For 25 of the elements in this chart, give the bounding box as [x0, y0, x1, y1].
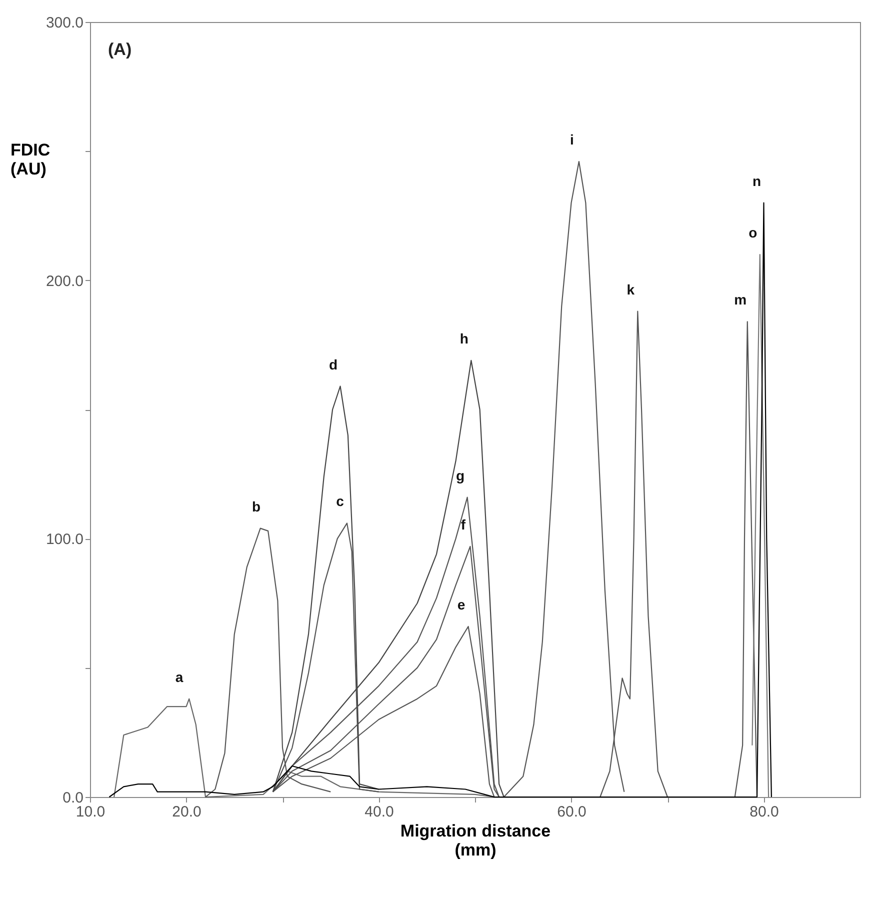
y-tick-label: 300.0: [46, 14, 84, 32]
annotation: h: [460, 330, 468, 346]
y-axis-title: FDIC (AU): [10, 140, 50, 178]
annotation: (A): [108, 40, 132, 59]
annotation: f: [460, 516, 466, 532]
y-tick-label: 0.0: [62, 790, 84, 806]
y-tick-label: 200.0: [46, 272, 84, 290]
annotation: e: [457, 596, 466, 612]
annotation: m: [734, 292, 747, 308]
x-tick-label: 80.0: [750, 804, 779, 820]
annotation: c: [336, 493, 344, 510]
annotation: b: [252, 498, 261, 514]
x-tick-label: 10.0: [76, 804, 106, 820]
annotation: i: [570, 132, 574, 148]
annotation: g: [456, 467, 465, 484]
x-tick-label: 20.0: [172, 804, 202, 820]
annotation: n: [752, 172, 762, 189]
annotation: a: [175, 668, 184, 685]
x-tick-label: 60.0: [557, 804, 586, 820]
annotation: k: [626, 281, 635, 298]
annotation: d: [328, 356, 338, 372]
annotation: o: [748, 224, 758, 240]
y-tick-label: 100.0: [46, 531, 84, 548]
x-axis-title: Migration distance (mm): [400, 822, 551, 860]
x-tick-label: 40.0: [364, 804, 394, 820]
